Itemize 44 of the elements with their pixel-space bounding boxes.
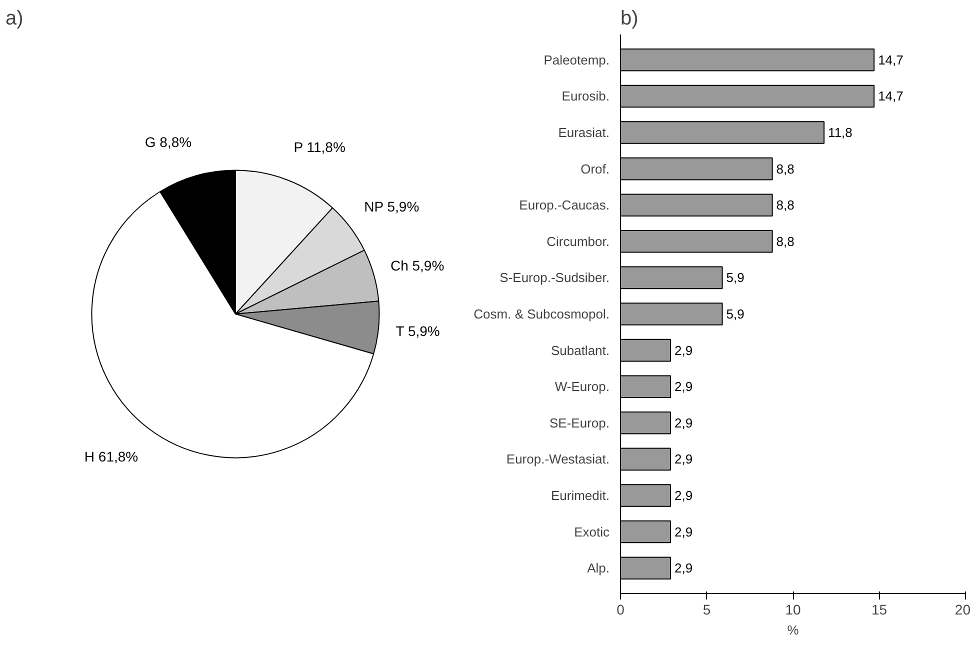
- data-label: 2,9: [674, 379, 693, 394]
- data-label: 2,9: [674, 488, 693, 503]
- y-tick-label: S-Europ.-Sudsiber.: [500, 270, 610, 286]
- data-label: 2,9: [674, 342, 693, 358]
- slice-label: Ch 5,9%: [390, 257, 444, 274]
- x-tick-label: 5: [702, 602, 711, 618]
- x-tick-label: 10: [785, 602, 801, 618]
- data-label: 2,9: [674, 560, 693, 576]
- y-tick-label: Circumbor.: [546, 234, 610, 249]
- x-tick-label: 15: [871, 602, 888, 618]
- slice-label: H 61,8%: [84, 448, 138, 464]
- y-tick-label: Eurasiat.: [558, 125, 610, 140]
- y-tick-label: SE-Europ.: [550, 415, 610, 430]
- data-label: 8,8: [776, 198, 794, 213]
- y-tick-label: Paleotemp.: [544, 52, 610, 68]
- data-label: 5,9: [726, 306, 744, 322]
- y-tick-label: W-Europ.: [554, 379, 610, 394]
- y-tick-label: Europ.-Caucas.: [519, 198, 610, 213]
- data-label: 8,8: [776, 161, 794, 176]
- data-label: 2,9: [674, 415, 693, 430]
- y-tick-label: Europ.-Westasiat.: [506, 452, 610, 467]
- data-label: 2,9: [674, 452, 693, 467]
- y-tick-label: Alp.: [587, 560, 610, 576]
- slice-label: T 5,9%: [396, 323, 440, 340]
- chart-title: b): [620, 8, 638, 30]
- data-label: 8,8: [776, 234, 794, 249]
- y-tick-label: Subatlant.: [550, 342, 610, 358]
- y-tick-label: Cosm. & Subcosmopol.: [474, 306, 610, 322]
- data-label: 2,9: [674, 524, 693, 540]
- x-tick-label: 0: [616, 602, 625, 618]
- slice-label: NP 5,9%: [364, 198, 420, 214]
- chart-title: a): [6, 8, 24, 30]
- y-tick-label: Orof.: [580, 161, 610, 176]
- x-axis-title: %: [787, 622, 800, 638]
- data-label: 14,7: [878, 52, 904, 68]
- y-tick-label: Eurosib.: [562, 88, 610, 104]
- data-label: 14,7: [878, 88, 904, 104]
- y-tick-label: Exotic: [574, 524, 610, 540]
- data-label: 11,8: [828, 125, 852, 140]
- data-label: 5,9: [726, 270, 744, 286]
- slice-label: G 8,8%: [144, 134, 192, 150]
- slice-label: P 11,8%: [294, 139, 346, 156]
- y-tick-label: Eurimedit.: [550, 488, 610, 503]
- x-tick-label: 20: [954, 602, 971, 618]
